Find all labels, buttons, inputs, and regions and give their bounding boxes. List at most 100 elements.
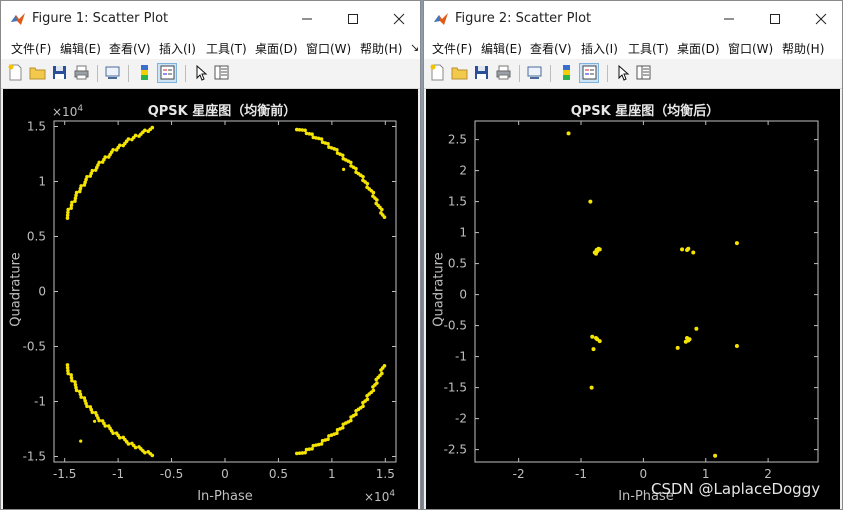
data-point: [74, 193, 78, 198]
figure-window-2[interactable]: Figure 2: Scatter Plot 文件(F) 编辑(E) 查看(V)…: [423, 0, 843, 510]
maximize-button[interactable]: [330, 1, 376, 37]
minimize-icon: [724, 18, 734, 20]
figure-window-1[interactable]: Figure 1: Scatter Plot 文件(F) 编辑(E) 查看(V)…: [0, 0, 421, 510]
data-point: [354, 412, 358, 417]
x-tick-label: 2: [764, 467, 772, 481]
pointer-icon[interactable]: [614, 64, 631, 81]
y-tick-label: 0.5: [448, 257, 467, 271]
data-point: [683, 339, 688, 344]
data-point: [310, 132, 314, 137]
toolbar-separator: [185, 65, 186, 82]
data-point: [320, 438, 325, 443]
data-point: [97, 418, 102, 423]
minimize-button[interactable]: [706, 1, 752, 37]
title-bar[interactable]: Figure 1: Scatter Plot: [1, 1, 420, 37]
data-point: [69, 373, 73, 377]
data-point: [65, 213, 70, 218]
data-point: [375, 198, 379, 202]
data-point: [118, 143, 122, 148]
menu-help[interactable]: 帮助(H): [782, 42, 825, 56]
menu-bar: 文件(F) 编辑(E) 查看(V) 插入(I) 工具(T) 桌面(D) 窗口(W…: [1, 37, 420, 59]
data-point: [382, 364, 387, 368]
data-point: [311, 443, 316, 448]
data-point: [319, 137, 324, 141]
open-folder-icon[interactable]: [29, 64, 46, 81]
link-plot-icon[interactable]: [526, 64, 543, 81]
data-point: [84, 177, 88, 182]
data-point: [111, 431, 115, 436]
y-exponent-label-1: ×104: [52, 104, 84, 119]
close-button[interactable]: [376, 1, 420, 37]
data-point: [307, 447, 312, 452]
colorbar-icon[interactable]: [558, 64, 575, 81]
data-point: [348, 418, 353, 423]
menu-view[interactable]: 查看(V): [530, 42, 572, 56]
menu-window[interactable]: 窗口(W): [728, 42, 774, 56]
data-point: [83, 398, 87, 403]
data-point: [588, 199, 593, 204]
data-point: [143, 450, 147, 455]
data-point: [589, 385, 594, 390]
x-axis-label-1: In-Phase: [197, 489, 253, 504]
title-bar[interactable]: Figure 2: Scatter Plot: [424, 1, 842, 37]
data-point: [126, 137, 131, 141]
data-point: [65, 363, 70, 367]
print-icon[interactable]: [73, 64, 90, 81]
menu-desktop[interactable]: 桌面(D): [677, 42, 720, 56]
menu-file[interactable]: 文件(F): [11, 42, 52, 56]
menu-insert[interactable]: 插入(I): [581, 42, 618, 56]
data-point: [66, 210, 70, 215]
data-point: [597, 247, 602, 252]
save-icon[interactable]: [51, 64, 68, 81]
menu-view[interactable]: 查看(V): [109, 42, 151, 56]
close-button[interactable]: [798, 1, 842, 37]
minimize-button[interactable]: [284, 1, 330, 37]
data-point: [304, 131, 309, 136]
maximize-button[interactable]: [752, 1, 798, 37]
new-figure-icon[interactable]: [429, 64, 446, 81]
data-point: [314, 136, 318, 140]
menu-file[interactable]: 文件(F): [432, 42, 473, 56]
plot-title-1: QPSK 星座图（均衡前）: [147, 104, 297, 119]
data-point: [687, 337, 692, 342]
open-folder-icon[interactable]: [451, 64, 468, 81]
new-figure-icon[interactable]: [7, 64, 24, 81]
menu-tools[interactable]: 工具(T): [206, 42, 247, 56]
menu-desktop[interactable]: 桌面(D): [255, 42, 298, 56]
menu-help[interactable]: 帮助(H): [360, 42, 403, 56]
print-icon[interactable]: [495, 64, 512, 81]
data-point: [65, 216, 70, 220]
y-tick-label: -1: [34, 395, 46, 409]
data-point: [354, 166, 358, 171]
y-tick-label: 1: [459, 226, 467, 240]
data-point: [143, 128, 147, 133]
data-point: [65, 365, 70, 370]
data-point: [314, 443, 318, 447]
data-point: [361, 174, 365, 179]
figure-canvas[interactable]: [426, 89, 840, 509]
data-point: [70, 378, 74, 383]
save-icon[interactable]: [473, 64, 490, 81]
y-tick-label: 1.5: [448, 195, 467, 209]
menu-edit[interactable]: 编辑(E): [60, 42, 101, 56]
y-tick-label: -2.5: [444, 443, 467, 457]
menu-window[interactable]: 窗口(W): [306, 42, 352, 56]
data-point: [590, 334, 595, 339]
menu-overflow-icon[interactable]: ↘: [410, 41, 420, 54]
data-point: [307, 131, 312, 136]
menu-tools[interactable]: 工具(T): [628, 42, 669, 56]
colorbar-icon[interactable]: [136, 64, 153, 81]
property-inspector-icon[interactable]: [213, 64, 230, 81]
data-point: [79, 439, 83, 443]
property-inspector-icon[interactable]: [635, 64, 652, 81]
data-point: [300, 128, 305, 132]
link-plot-icon[interactable]: [104, 64, 121, 81]
data-point: [111, 147, 115, 152]
data-point: [303, 450, 307, 455]
legend-icon: [582, 65, 597, 80]
figure-canvas[interactable]: [3, 89, 418, 509]
menu-insert[interactable]: 插入(I): [159, 42, 196, 56]
pointer-icon[interactable]: [192, 64, 209, 81]
menu-edit[interactable]: 编辑(E): [481, 42, 522, 56]
data-point: [335, 147, 339, 152]
